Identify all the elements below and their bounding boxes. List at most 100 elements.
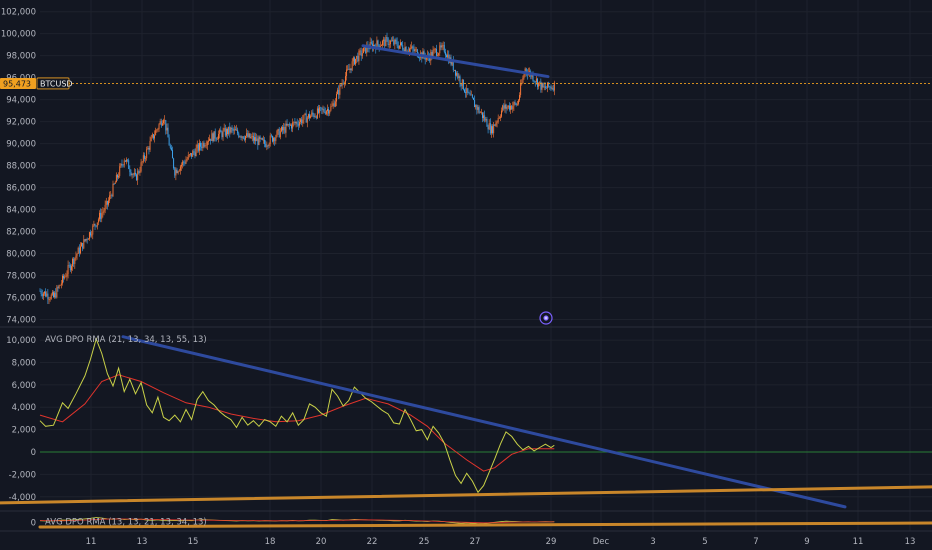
candle-body [227, 129, 228, 135]
x-tick-label: 18 [265, 537, 276, 547]
candle-body [401, 42, 403, 46]
candle-body [84, 239, 86, 241]
x-tick-label: 7 [753, 537, 758, 547]
candle-body [418, 56, 419, 58]
candle-body [82, 242, 84, 249]
candle-body [438, 53, 440, 56]
candle-body [87, 238, 89, 240]
candle-body [283, 126, 285, 131]
candle-body [358, 50, 360, 62]
candle-body [70, 266, 72, 271]
candle-body [540, 81, 542, 90]
candle-body [219, 129, 221, 135]
x-tick-label: 5 [702, 537, 707, 547]
candle-body [150, 137, 152, 142]
candle-body [149, 141, 151, 150]
candle-body [533, 80, 535, 82]
candle-body [131, 174, 133, 176]
candle-body [298, 122, 300, 126]
candle-body [179, 166, 181, 171]
candle-body [225, 129, 227, 136]
candle-body [59, 285, 61, 286]
dpo2-pane[interactable]: AVG DPO RMA (13, 13, 21, 13, 34, 13) 0 [31, 517, 932, 529]
candle-body [230, 127, 232, 133]
candle-body [215, 138, 217, 140]
candle-body [511, 105, 513, 110]
candle-body [398, 45, 400, 49]
candle-body [186, 159, 188, 161]
candle-body [249, 133, 251, 139]
candle-body [246, 133, 248, 137]
candle-body [484, 115, 486, 121]
candle-body [322, 109, 324, 110]
candle-body [315, 116, 317, 119]
candle-body [413, 48, 415, 52]
candle-body [68, 265, 70, 266]
symbol-tag: BTCUSD [36, 77, 73, 90]
x-tick-label: 13 [137, 537, 148, 547]
x-tick-label: 25 [419, 537, 430, 547]
candle-body [155, 130, 157, 136]
candle-body [339, 84, 341, 95]
candle-body [542, 83, 544, 88]
candle-body [276, 130, 278, 137]
candle-body [234, 129, 236, 131]
candle-body [327, 108, 328, 112]
candle-body [538, 82, 540, 87]
dpo2-trendline-orange[interactable] [38, 521, 932, 529]
price-y-tick: 88,000 [6, 162, 36, 172]
candle-body [200, 142, 202, 147]
x-tick-label: 20 [316, 537, 327, 547]
candle-body [499, 116, 501, 118]
x-tick-label: 27 [470, 537, 481, 547]
candle-body [515, 103, 517, 106]
candle-body [172, 150, 173, 159]
candle-body [164, 119, 166, 121]
price-trendline[interactable] [361, 44, 550, 79]
candle-body [130, 172, 132, 176]
candle-body [416, 49, 418, 57]
candle-body [53, 292, 54, 298]
dpo-trendline-orange[interactable] [0, 485, 932, 505]
price-pane[interactable]: 102,000100,00098,00096,00094,00092,00090… [0, 8, 932, 326]
candle-body [471, 94, 473, 98]
candle-body [386, 37, 388, 39]
candle-body [492, 126, 494, 134]
candle-body [455, 69, 456, 76]
candle-body [468, 92, 470, 94]
candle-body [285, 123, 287, 133]
candle-body [288, 124, 290, 126]
candle-body [443, 45, 445, 53]
candle-body [263, 139, 264, 141]
candle-body [188, 154, 190, 156]
candle-body [67, 265, 69, 275]
candle-body [441, 45, 443, 48]
candle-body [112, 183, 114, 197]
candle-body [232, 128, 234, 131]
candle-body [250, 136, 252, 139]
price-y-tick: 80,000 [6, 250, 36, 260]
dpo-trendline-blue[interactable] [121, 335, 847, 509]
candle-body [245, 136, 246, 140]
dpo-pane[interactable]: 10,0008,0006,0004,0002,0000-2,000-4,000 … [0, 335, 932, 509]
candle-body [113, 183, 115, 185]
dpo2-indicator-label[interactable]: AVG DPO RMA (13, 13, 21, 13, 34, 13) [45, 518, 207, 528]
x-tick-label: 11 [853, 537, 864, 547]
candle-body [458, 76, 460, 78]
candle-body [342, 83, 344, 84]
candle-body [287, 124, 289, 126]
candle-body [83, 239, 85, 249]
candle-body [338, 89, 340, 95]
add-indicator-button[interactable] [539, 311, 553, 325]
dpo-indicator-label[interactable]: AVG DPO RMA (21, 13, 34, 13, 55, 13) [45, 335, 207, 345]
candle-body [151, 134, 153, 138]
candle-body [216, 139, 218, 140]
candle-body [370, 42, 372, 44]
candle-body [41, 294, 43, 297]
candle-body [514, 102, 516, 104]
candle-body [548, 82, 550, 87]
candle-body [47, 293, 49, 300]
candle-body [58, 285, 60, 288]
